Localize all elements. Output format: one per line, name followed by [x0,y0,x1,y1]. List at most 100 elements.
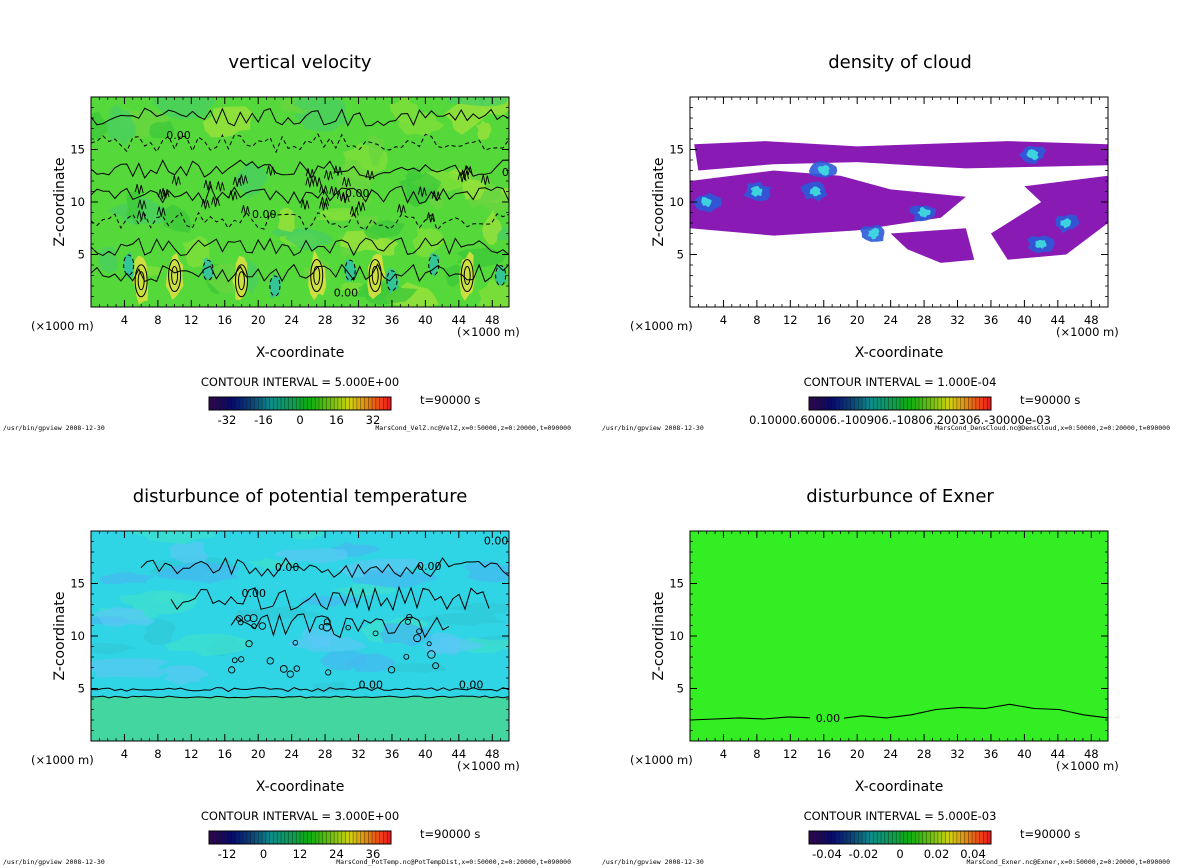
x-tick-label: 32 [351,313,366,327]
time-label: t=90000 s [420,827,480,841]
small-contour [325,669,332,676]
turbulence-contour [300,199,310,210]
field-patch [462,179,486,200]
x-tick-label: 12 [783,313,798,327]
colorbar-cell [812,397,817,410]
y-axis-label: Z-coordinate [52,157,68,246]
colorbar-cell [900,397,905,410]
colorbar-cell [960,397,965,410]
small-contour [403,653,410,660]
turbulence-contour [463,165,473,176]
colorbar-cell [979,831,984,844]
dense-cloud-peak [917,206,931,218]
colorbar-cell [356,397,361,410]
turbulence-contour [305,177,315,188]
turbulence-contour [319,200,328,211]
colorbar-tick-label: 0.04 [960,847,986,861]
field-patch [421,632,462,656]
small-contour [286,670,295,678]
colorbar-cell [922,831,927,844]
colorbar-cell [341,831,346,844]
colorbar-frame [808,396,992,411]
x-tick-label: 32 [950,313,965,327]
small-contour [236,615,243,622]
x-tick-label: 20 [850,747,865,761]
colorbar-cell [846,397,852,410]
colorbar-cell [273,831,278,844]
contour-ring [237,271,245,291]
small-contour [244,614,252,622]
colorbar-cell [888,831,893,844]
colorbar-cell [318,831,324,844]
colorbar-cell [881,397,886,410]
x-unit-label-right: (×1000 m) [1056,325,1119,339]
y-axis-label: Z-coordinate [651,591,667,680]
colorbar-cell [858,397,863,410]
colorbar-tick-label: -0.02 [849,847,879,861]
x-tick-label: 48 [1084,747,1099,761]
small-contour [231,657,238,664]
contour-ring [460,259,474,292]
small-contour [413,634,422,643]
time-label: t=90000 s [1020,393,1080,407]
field-patch [397,112,445,137]
y-tick-label: 5 [78,682,85,696]
contour-interval: CONTOUR INTERVAL = 3.000E+00 [201,809,399,823]
field-patch [482,209,503,245]
colorbar-cell [960,831,965,844]
colorbar-cell [884,397,889,410]
colorbar-cell [968,831,973,844]
surface-layer [91,696,509,741]
contour-label: 0.00 [502,166,527,179]
downdraft-cell [343,259,357,282]
x-tick-label: 40 [418,747,433,761]
x-tick-label: 16 [217,313,232,327]
colorbar-cell [262,831,267,844]
time-label: t=90000 s [420,393,480,407]
colorbar-cell [326,831,331,844]
turbulence-contour [137,199,147,210]
colorbar-cell [322,831,327,844]
colorbar-cell [209,397,214,410]
turbulence-contour [203,179,213,191]
contour-label: 0.00 [252,208,277,221]
contour-ring [171,266,179,285]
colorbar-cell [330,831,335,844]
contour-line [91,695,509,699]
x-tick-label: 28 [318,747,333,761]
colorbar-cell [945,397,950,410]
field-patch [277,207,296,233]
colorbar-cell [972,831,977,844]
dense-cloud-peak [1060,218,1072,229]
colorbar-cell [326,397,331,410]
contour-interval: CONTOUR INTERVAL = 1.000E-04 [804,375,997,389]
colorbar-cell [273,397,278,410]
colorbar-cell [300,831,305,844]
colorbar-cell [372,397,377,410]
x-unit-label-left: (×1000 m) [630,319,693,333]
turbulence-contour [333,165,343,176]
footer-right: MarsCond_Exner.nc@Exner,x=0:50000,z=0:20… [967,858,1171,866]
colorbar-tick-label: 32 [366,413,381,427]
turbulence-contour [160,187,170,199]
contour-line [91,237,509,257]
field-patch [340,282,365,293]
small-contour [251,623,257,629]
x-unit-label-right: (×1000 m) [1056,759,1119,773]
colorbar-tick-label: 24 [329,847,344,861]
colorbar-cell [284,831,289,844]
colorbar-cell [383,831,388,844]
contour-line [140,556,509,579]
colorbar-cell [809,831,814,844]
field-patch [99,572,156,585]
colorbar-cell [835,831,840,844]
turbulence-contour [136,210,146,221]
field-patch [287,634,367,653]
colorbar-tick-label: 0 [896,847,903,861]
small-contour [416,628,423,635]
colorbar-cell [896,397,901,410]
field-patch [142,619,177,646]
contour-line [170,585,490,612]
colorbar-cell [216,831,221,844]
x-unit-label-left: (×1000 m) [31,319,94,333]
